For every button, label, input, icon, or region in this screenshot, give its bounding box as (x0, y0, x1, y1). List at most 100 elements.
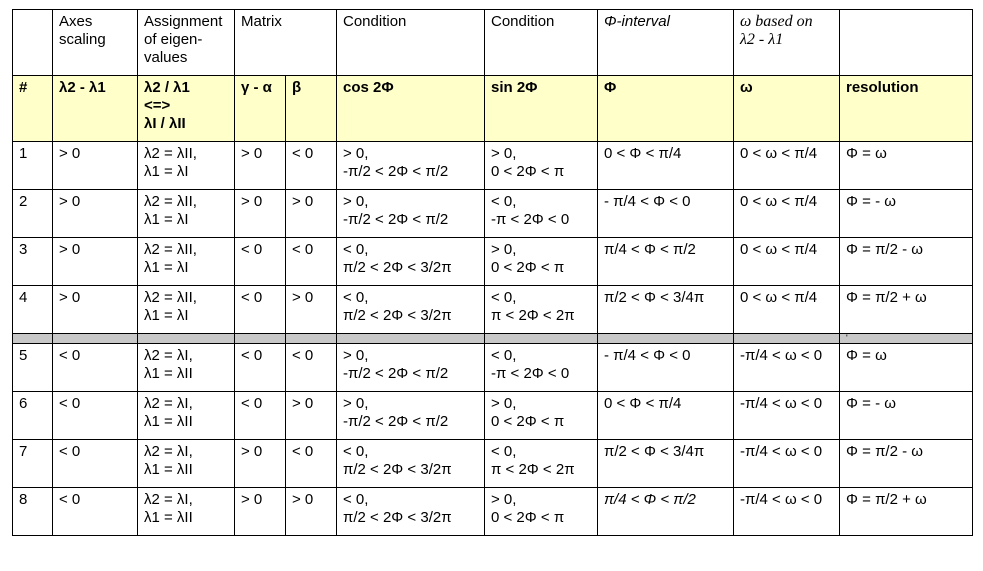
header-ratio: λ2 / λ1 <=> λI / λII (137, 75, 235, 142)
cell-beta: > 0 (285, 487, 337, 536)
cell-phi: π/2 < Φ < 3/4π (597, 439, 734, 488)
header-sin: sin 2Φ (484, 75, 598, 142)
cell-assign: λ2 = λI, λ1 = λII (137, 487, 235, 536)
cell-sin: > 0, 0 < 2Φ < π (484, 487, 598, 536)
cell-omega: -π/4 < ω < 0 (733, 487, 840, 536)
cell-gamma-alpha: < 0 (234, 285, 286, 334)
cell-omega: -π/4 < ω < 0 (733, 343, 840, 392)
cell-omega: -π/4 < ω < 0 (733, 391, 840, 440)
cell-cos: < 0, π/2 < 2Φ < 3/2π (336, 285, 485, 334)
separator-cell (285, 333, 337, 344)
table-row: 5 < 0 λ2 = λI, λ1 = λII < 0 < 0 > 0, -π/… (12, 343, 973, 392)
header-empty-cell (839, 9, 973, 76)
cell-phi: - π/4 < Φ < 0 (597, 189, 734, 238)
cell-cos: > 0, -π/2 < 2Φ < π/2 (336, 189, 485, 238)
cell-assign: λ2 = λII, λ1 = λI (137, 141, 235, 190)
cell-num: 8 (12, 487, 53, 536)
header-row-top: Axes scaling Assignment of eigen- values… (12, 9, 973, 76)
cell-assign: λ2 = λI, λ1 = λII (137, 343, 235, 392)
cell-diff: < 0 (52, 343, 138, 392)
cell-omega: 0 < ω < π/4 (733, 285, 840, 334)
cell-phi: 0 < Φ < π/4 (597, 141, 734, 190)
table-row: 8 < 0 λ2 = λI, λ1 = λII > 0 > 0 < 0, π/2… (12, 487, 973, 536)
cell-omega: 0 < ω < π/4 (733, 237, 840, 286)
cell-assign: λ2 = λI, λ1 = λII (137, 439, 235, 488)
cell-resolution: Φ = ω (839, 141, 973, 190)
cell-cos: > 0, -π/2 < 2Φ < π/2 (336, 141, 485, 190)
header-condition-cos: Condition (336, 9, 485, 76)
header-empty-cell (12, 9, 53, 76)
separator-row: ' (12, 333, 973, 344)
cell-sin: < 0, π < 2Φ < 2π (484, 439, 598, 488)
separator-mark: ' (839, 333, 973, 344)
header-condition-sin: Condition (484, 9, 598, 76)
cell-diff: < 0 (52, 391, 138, 440)
separator-cell (52, 333, 138, 344)
table-row: 3 > 0 λ2 = λII, λ1 = λI < 0 < 0 < 0, π/2… (12, 237, 973, 286)
cell-num: 5 (12, 343, 53, 392)
cell-gamma-alpha: > 0 (234, 141, 286, 190)
cell-sin: < 0, π < 2Φ < 2π (484, 285, 598, 334)
table-row: 6 < 0 λ2 = λI, λ1 = λII < 0 > 0 > 0, -π/… (12, 391, 973, 440)
cell-num: 2 (12, 189, 53, 238)
cell-resolution: Φ = π/2 + ω (839, 487, 973, 536)
cell-num: 4 (12, 285, 53, 334)
header-phi: Φ (597, 75, 734, 142)
separator-cell (484, 333, 598, 344)
cell-cos: < 0, π/2 < 2Φ < 3/2π (336, 487, 485, 536)
cell-sin: < 0, -π < 2Φ < 0 (484, 189, 598, 238)
cell-phi: π/4 < Φ < π/2 (597, 487, 734, 536)
cell-beta: > 0 (285, 391, 337, 440)
cell-omega: 0 < ω < π/4 (733, 189, 840, 238)
cell-resolution: Φ = - ω (839, 391, 973, 440)
header-omega-based: ω based on λ2 - λ1 (733, 9, 840, 76)
cell-phi: 0 < Φ < π/4 (597, 391, 734, 440)
cell-resolution: Φ = π/2 - ω (839, 237, 973, 286)
cell-resolution: Φ = - ω (839, 189, 973, 238)
cell-num: 7 (12, 439, 53, 488)
cell-cos: < 0, π/2 < 2Φ < 3/2π (336, 237, 485, 286)
header-resolution: resolution (839, 75, 973, 142)
cell-num: 3 (12, 237, 53, 286)
cell-beta: < 0 (285, 237, 337, 286)
cell-diff: > 0 (52, 285, 138, 334)
cell-assign: λ2 = λII, λ1 = λI (137, 285, 235, 334)
cell-diff: < 0 (52, 487, 138, 536)
cell-gamma-alpha: > 0 (234, 439, 286, 488)
table-body: Axes scaling Assignment of eigen- values… (12, 9, 973, 536)
separator-cell (733, 333, 840, 344)
cell-phi: - π/4 < Φ < 0 (597, 343, 734, 392)
cell-gamma-alpha: < 0 (234, 343, 286, 392)
cell-phi: π/2 < Φ < 3/4π (597, 285, 734, 334)
separator-cell (234, 333, 286, 344)
cell-resolution: Φ = ω (839, 343, 973, 392)
separator-cell (137, 333, 235, 344)
separator-cell (12, 333, 53, 344)
cell-diff: > 0 (52, 237, 138, 286)
cell-num: 6 (12, 391, 53, 440)
header-num: # (12, 75, 53, 142)
cell-num: 1 (12, 141, 53, 190)
header-beta: β (285, 75, 337, 142)
cell-omega: -π/4 < ω < 0 (733, 439, 840, 488)
cell-beta: < 0 (285, 343, 337, 392)
cell-phi: π/4 < Φ < π/2 (597, 237, 734, 286)
cell-diff: < 0 (52, 439, 138, 488)
header-gamma-alpha: γ - α (234, 75, 286, 142)
cell-gamma-alpha: < 0 (234, 391, 286, 440)
cell-assign: λ2 = λI, λ1 = λII (137, 391, 235, 440)
table-row: 1 > 0 λ2 = λII, λ1 = λI > 0 < 0 > 0, -π/… (12, 141, 973, 190)
cell-beta: < 0 (285, 439, 337, 488)
cell-resolution: Φ = π/2 + ω (839, 285, 973, 334)
header-axes-scaling: Axes scaling (52, 9, 138, 76)
cell-gamma-alpha: > 0 (234, 487, 286, 536)
table-row: 7 < 0 λ2 = λI, λ1 = λII > 0 < 0 < 0, π/2… (12, 439, 973, 488)
cell-resolution: Φ = π/2 - ω (839, 439, 973, 488)
table-row: 4 > 0 λ2 = λII, λ1 = λI < 0 > 0 < 0, π/2… (12, 285, 973, 334)
header-diff: λ2 - λ1 (52, 75, 138, 142)
cell-beta: > 0 (285, 285, 337, 334)
cell-omega: 0 < ω < π/4 (733, 141, 840, 190)
header-matrix: Matrix (234, 9, 337, 76)
header-cos: cos 2Φ (336, 75, 485, 142)
cell-cos: < 0, π/2 < 2Φ < 3/2π (336, 439, 485, 488)
